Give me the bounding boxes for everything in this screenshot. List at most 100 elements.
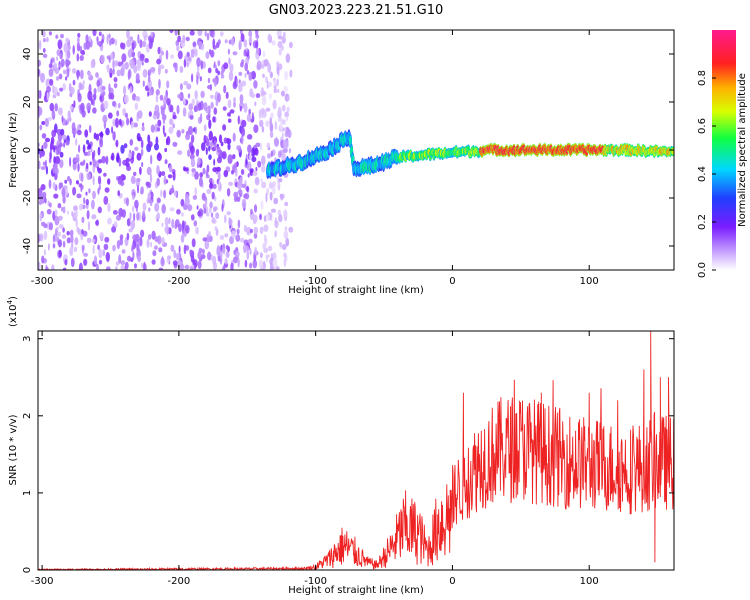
spectrogram-cell (189, 114, 194, 120)
spectrogram-cell (60, 33, 64, 39)
spectrogram-cell (252, 170, 258, 177)
spectrogram-cell (223, 85, 227, 94)
spectrogram-cell (258, 259, 264, 270)
spectrogram-cell (60, 128, 65, 136)
spectrogram-cell (86, 139, 90, 145)
spectrogram-cell (117, 61, 122, 67)
spectrogram-cell (194, 187, 197, 196)
spectrogram-cell (184, 197, 190, 206)
spectrogram-cell (111, 226, 117, 233)
spectrogram-cell (190, 158, 196, 168)
spectrogram-cell (105, 127, 110, 136)
spectrogram-cell (227, 99, 232, 108)
spectrogram-cell (142, 202, 147, 211)
colorbar-tick-label: 0.6 (697, 118, 708, 134)
snr-x-label: Height of straight line (km) (288, 585, 424, 596)
spectrogram-cell (244, 259, 248, 268)
spectrogram-cell (174, 30, 178, 36)
spectrogram-cell (70, 257, 75, 268)
spectrogram-cell (111, 152, 115, 161)
snr-frame (37, 330, 675, 571)
spectrogram-cell (133, 122, 139, 128)
spectrogram-cell (129, 212, 132, 221)
spectrogram-cell (62, 240, 66, 248)
spectrogram-cell (54, 209, 58, 217)
spectrogram-cell (215, 98, 219, 107)
spectrogram-cell (81, 50, 86, 56)
spectrogram-cell (284, 126, 287, 134)
spectrogram-cell (206, 114, 211, 121)
x-tick-label: 0 (449, 276, 455, 287)
spectrogram-cell (210, 49, 215, 58)
spectrogram-cell (148, 234, 152, 240)
spectrogram-cell (270, 150, 273, 158)
spectrogram-cell (125, 162, 130, 168)
spectrogram-cell (265, 76, 268, 83)
spectrogram-cell (244, 193, 250, 200)
spectrogram-cell (285, 53, 291, 64)
spectrogram-cell (101, 155, 106, 164)
spectrogram-cell (62, 195, 66, 204)
spectrogram-cell (38, 90, 41, 99)
spectrogram-cell (211, 217, 216, 224)
spectrogram-cell (48, 179, 52, 189)
spectrogram-cell (282, 104, 286, 112)
spectrogram-cell (261, 126, 265, 133)
spectrogram-cell (92, 158, 96, 167)
spectrogram-cell (265, 107, 271, 112)
spectrogram-cell (246, 134, 252, 140)
spectrogram-cell (41, 133, 47, 139)
colorbar-tick-label: 0.8 (697, 70, 708, 86)
spectrogram-cell (281, 154, 287, 163)
spectrogram-cell (265, 192, 268, 203)
spectrogram-cell (59, 151, 64, 158)
spectrogram-cell (255, 47, 260, 55)
spectrogram-cell (141, 126, 145, 132)
spectrogram-cell (45, 266, 49, 270)
spectrogram-cell (156, 212, 160, 221)
spectrogram-cell (283, 252, 287, 258)
spectrogram-cell (169, 30, 174, 34)
spectrogram-cell (150, 31, 154, 38)
spectrogram-cell (241, 198, 247, 209)
spectrogram-cell (127, 49, 133, 58)
spectrogram-cell (156, 177, 160, 187)
spectrogram-cell (278, 213, 283, 223)
spectrogram-cell (131, 42, 135, 51)
spectrogram-cell (158, 247, 163, 253)
spectrogram-cell (97, 166, 100, 172)
spectrogram-cell (233, 97, 236, 103)
spectrogram-cell (142, 210, 146, 219)
spectrogram-cell (268, 183, 274, 189)
spectrogram-cell (210, 94, 214, 99)
spectrogram-cell (246, 70, 250, 75)
spectrogram-cell (104, 187, 110, 193)
spectrogram-cell (240, 169, 245, 175)
spectrogram-cell (238, 71, 243, 76)
spectrogram-cell (251, 92, 256, 99)
spectrogram-cell (223, 170, 229, 178)
spectrogram-y-ticks: -40 -20 0 20 40 (22, 48, 674, 254)
spectrogram-cell (92, 30, 97, 37)
spectrogram-cell (44, 159, 47, 169)
spectrogram-cell (288, 226, 294, 233)
spectrogram-cell (187, 93, 191, 99)
spectrogram-cell (76, 37, 80, 43)
spectrogram-cell (149, 173, 153, 184)
spectrogram-cell (241, 119, 247, 128)
spectrogram-cell (196, 75, 199, 85)
spectrogram-cell (170, 244, 175, 252)
spectrogram-cell (142, 122, 145, 127)
spectrogram-cell (218, 179, 221, 190)
spectrogram-cell (106, 266, 111, 270)
spectrogram-cell (207, 84, 213, 90)
spectrogram-cell (229, 109, 235, 114)
spectrogram-cell (258, 119, 264, 128)
spectrogram-cell (261, 107, 265, 115)
spectrogram-track-cell (348, 135, 352, 146)
spectrogram-cell (183, 167, 189, 172)
spectrogram-cell (85, 198, 90, 206)
spectrogram-cell (207, 77, 211, 84)
spectrogram-cell (103, 243, 109, 251)
